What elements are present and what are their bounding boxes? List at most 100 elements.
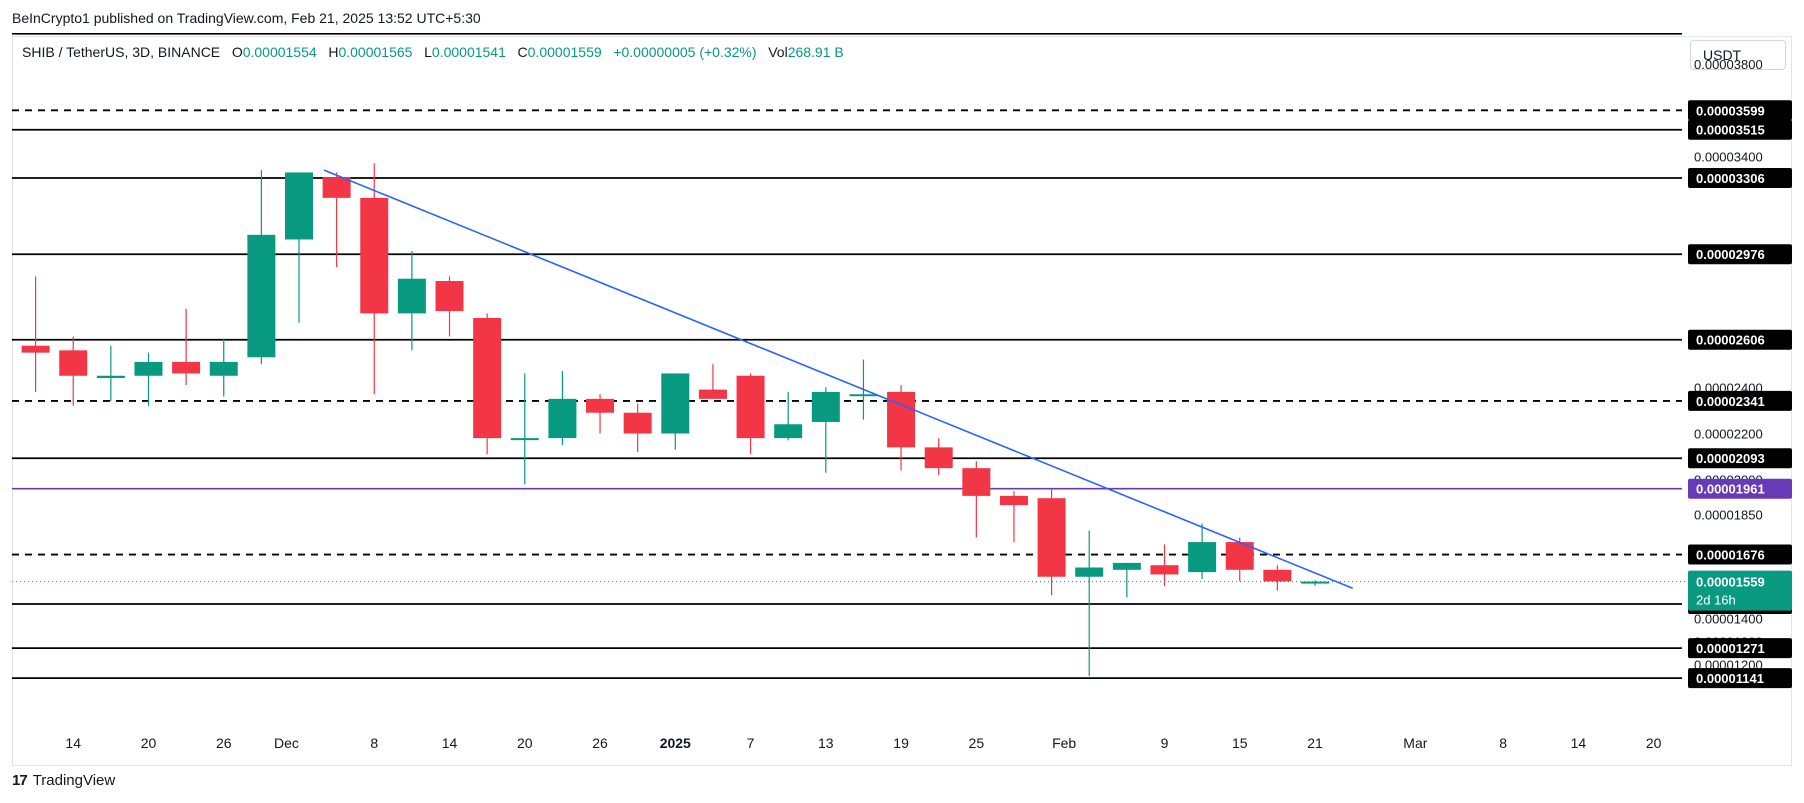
- candle-body: [510, 438, 539, 441]
- candle-body: [397, 278, 426, 314]
- time-axis-tick: 15: [1232, 735, 1248, 751]
- level-price-label-bg: [1688, 329, 1792, 350]
- symbol-info-bar[interactable]: SHIB / TetherUS, 3D, BINANCE O0.00001554…: [22, 44, 844, 60]
- candle-body: [1112, 562, 1141, 570]
- price-axis-tick: 0.00001400: [1694, 611, 1763, 626]
- candle-body: [322, 177, 351, 198]
- candle-body: [924, 447, 953, 469]
- candle-body: [1150, 565, 1179, 575]
- candle-body: [172, 361, 201, 374]
- price-axis-tick: 0.00001850: [1694, 507, 1763, 522]
- level-price-label: 0.00002093: [1696, 451, 1765, 466]
- time-axis-tick: 26: [592, 735, 608, 751]
- level-price-label-bg: [1688, 638, 1792, 659]
- level-price-label: 0.00003599: [1696, 103, 1765, 118]
- change-value: +0.00000005 (+0.32%): [613, 44, 757, 60]
- candle-body: [96, 375, 125, 379]
- candle-body: [360, 197, 389, 314]
- candle-body: [59, 350, 88, 376]
- low-value: 0.00001541: [431, 44, 506, 60]
- time-axis-tick: 9: [1161, 735, 1169, 751]
- candle-body: [586, 398, 615, 413]
- close-label: C: [517, 44, 528, 60]
- time-axis-tick: 20: [1646, 735, 1662, 751]
- candle-body: [548, 398, 577, 439]
- time-axis-tick: Dec: [274, 735, 299, 751]
- level-price-label: 0.00001141: [1696, 671, 1764, 686]
- candle-body: [1301, 581, 1329, 584]
- current-price-countdown: 2d 16h: [1696, 593, 1736, 608]
- candle-body: [698, 389, 727, 399]
- level-price-label-bg: [1688, 119, 1792, 140]
- current-price-label: 0.00001559: [1696, 575, 1765, 590]
- symbol-name[interactable]: SHIB / TetherUS, 3D, BINANCE: [22, 44, 221, 60]
- level-price-label-bg: [1688, 168, 1792, 188]
- time-axis-tick: 20: [141, 735, 157, 751]
- time-axis-tick: 21: [1307, 735, 1323, 751]
- candle-body: [1037, 498, 1066, 577]
- level-price-label-bg: [1688, 448, 1792, 469]
- time-axis-tick: 13: [818, 735, 834, 751]
- candle-body: [849, 394, 878, 397]
- candle-body: [661, 373, 690, 434]
- level-price-label-bg: [1688, 668, 1792, 689]
- time-axis-tick: 19: [893, 735, 909, 751]
- tradingview-logo-text: TradingView: [32, 772, 116, 789]
- level-price-label: 0.00002341: [1696, 394, 1765, 409]
- tradingview-logo-icon: 17: [12, 772, 28, 789]
- price-axis-tick: 0.00003400: [1694, 149, 1763, 164]
- time-axis-tick: 2025: [660, 735, 691, 751]
- current-price-label-bg: [1688, 570, 1792, 611]
- level-price-label: 0.00002976: [1696, 247, 1765, 262]
- time-axis-tick: Feb: [1052, 735, 1076, 751]
- candle-body: [774, 424, 803, 439]
- volume-label: Vol: [768, 44, 788, 60]
- time-axis-tick: Mar: [1403, 735, 1427, 751]
- time-axis-tick: 14: [442, 735, 458, 751]
- price-axis-tick: 0.00003800: [1694, 57, 1763, 72]
- level-price-label: 0.00003306: [1696, 171, 1765, 186]
- candle-body: [999, 495, 1028, 506]
- level-price-label-bg: [1688, 544, 1792, 565]
- tradingview-logo[interactable]: 17 TradingView: [12, 772, 115, 789]
- candle-body: [134, 361, 163, 376]
- level-price-label-bg: [1688, 100, 1792, 121]
- level-price-label-bg: [1688, 478, 1792, 499]
- candle-body: [811, 391, 840, 422]
- level-price-label: 0.00003515: [1696, 123, 1765, 138]
- level-price-label: 0.00001961: [1696, 482, 1765, 497]
- time-axis-tick: 26: [216, 735, 232, 751]
- volume-value: 268.91 B: [787, 44, 844, 60]
- open-value: 0.00001554: [242, 44, 317, 60]
- high-value: 0.00001565: [338, 44, 413, 60]
- time-axis-tick: 25: [969, 735, 985, 751]
- low-label: L: [424, 44, 432, 60]
- candle-body: [736, 375, 765, 439]
- level-price-label-bg: [1688, 390, 1792, 411]
- descending-trendline: [323, 169, 1353, 590]
- level-price-label: 0.00001676: [1696, 548, 1765, 563]
- time-axis-tick: 8: [370, 735, 378, 751]
- level-price-label: 0.00001271: [1696, 641, 1765, 656]
- candle-body: [1075, 567, 1104, 577]
- candle-body: [473, 317, 502, 439]
- candle-body: [247, 234, 276, 358]
- candle-body: [623, 412, 652, 434]
- candle-body: [21, 345, 50, 353]
- candle-body: [962, 468, 991, 496]
- candle-body: [1263, 569, 1292, 582]
- candle-body: [1188, 542, 1217, 573]
- time-axis-tick: 20: [517, 735, 533, 751]
- currency-button[interactable]: USDT: [1690, 40, 1786, 70]
- candle-body: [435, 281, 464, 312]
- candle-body: [285, 172, 313, 240]
- close-value: 0.00001559: [527, 44, 602, 60]
- time-axis-tick: 8: [1499, 735, 1507, 751]
- candle-body: [209, 361, 238, 376]
- time-axis-tick: 14: [1571, 735, 1587, 751]
- level-price-label-bg: [1688, 244, 1792, 265]
- publish-info: BeInCrypto1 published on TradingView.com…: [12, 10, 481, 26]
- time-axis-tick: 14: [65, 735, 81, 751]
- price-axis-tick: 0.00002200: [1694, 427, 1763, 442]
